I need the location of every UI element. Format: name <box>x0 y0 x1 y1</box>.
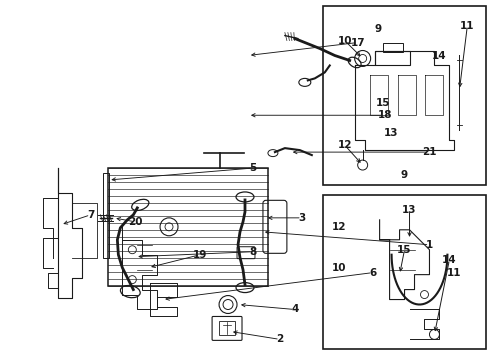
Text: 19: 19 <box>193 250 207 260</box>
Text: 14: 14 <box>431 51 446 61</box>
Text: 12: 12 <box>331 222 345 231</box>
Bar <box>374 50 408 66</box>
Text: 7: 7 <box>86 210 94 220</box>
Text: 9: 9 <box>400 170 407 180</box>
Bar <box>322 6 486 185</box>
Text: 2: 2 <box>276 334 283 345</box>
Text: 12: 12 <box>337 140 351 150</box>
Bar <box>108 168 267 285</box>
Bar <box>322 195 486 349</box>
Text: 10: 10 <box>331 263 345 273</box>
Bar <box>382 42 402 53</box>
Text: 10: 10 <box>337 36 351 46</box>
Text: 14: 14 <box>441 255 456 265</box>
Bar <box>103 173 109 258</box>
Text: 5: 5 <box>249 163 256 173</box>
Text: 8: 8 <box>249 247 256 257</box>
Text: 21: 21 <box>421 147 436 157</box>
Text: 17: 17 <box>349 37 364 48</box>
Text: 13: 13 <box>383 128 397 138</box>
Text: 15: 15 <box>396 245 411 255</box>
Text: 6: 6 <box>368 267 375 278</box>
Text: 11: 11 <box>446 267 461 278</box>
Text: 18: 18 <box>377 110 391 120</box>
Text: 15: 15 <box>375 98 390 108</box>
Text: 9: 9 <box>374 24 381 35</box>
Bar <box>219 321 235 336</box>
Text: 4: 4 <box>290 305 298 315</box>
Text: 11: 11 <box>459 21 474 31</box>
Text: 20: 20 <box>128 217 142 227</box>
Text: 1: 1 <box>425 240 432 250</box>
Text: 3: 3 <box>298 213 305 223</box>
Text: 13: 13 <box>402 205 416 215</box>
